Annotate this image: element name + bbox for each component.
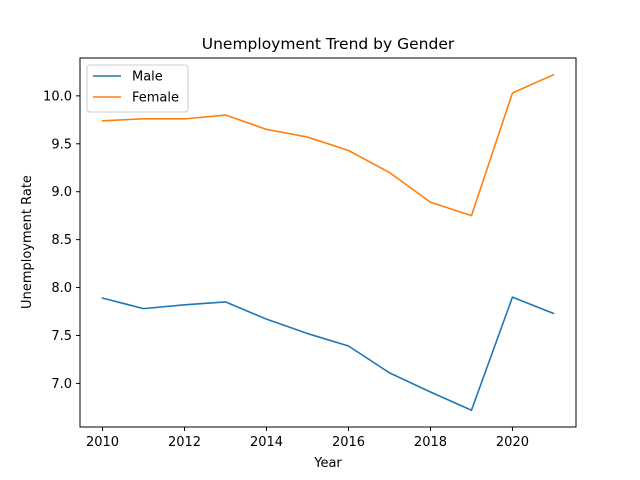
x-axis-label: Year [313,456,342,471]
series-lines [101,73,555,412]
plot-area-frame [79,57,577,428]
y-tick-label: 9.0 [51,185,72,200]
y-tick-label: 9.5 [51,137,72,152]
legend: Male Female [86,64,189,113]
y-tick-label: 7.5 [51,329,72,344]
legend-label-male: Male [132,70,163,85]
x-tick-label: 2014 [250,435,283,450]
y-tick-label: 8.0 [51,281,72,296]
y-tick-label: 10.0 [43,89,72,104]
x-tick-label: 2018 [414,435,447,450]
y-axis-label: Unemployment Rate [20,175,35,309]
x-tick-label: 2016 [332,435,365,450]
x-tick-label: 2020 [496,435,529,450]
x-tick-label: 2012 [168,435,201,450]
series-line-female [101,73,555,217]
chart-title: Unemployment Trend by Gender [202,35,455,53]
axes [79,57,577,428]
legend-label-female: Female [132,91,179,106]
y-axis-ticks: 7.0 7.5 8.0 8.5 9.0 9.5 10.0 [43,89,80,392]
series-line-male [101,296,555,412]
y-tick-label: 7.0 [51,377,72,392]
x-axis-ticks: 2010 2012 2014 2016 2018 2020 [86,427,529,450]
x-tick-label: 2010 [86,435,119,450]
y-tick-label: 8.5 [51,233,72,248]
